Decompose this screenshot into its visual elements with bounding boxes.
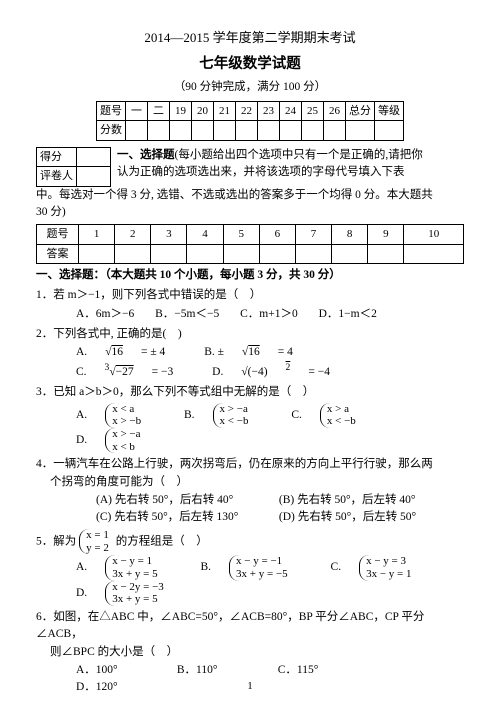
cell: 25: [302, 101, 324, 121]
cell: 1: [79, 225, 115, 245]
q4-stem1: 4．一辆汽车在公路上行驶，两次拐弯后，仍在原来的方向上平行行驶，那么两: [36, 456, 464, 473]
section-repeat: 一、选择题：（本大题共 10 个小题，每小题 3 分，共 30 分）: [36, 267, 464, 284]
opt-b: B.x − y = −13x + y = −5: [200, 555, 309, 580]
timing: （90 分钟完成，满分 100 分）: [36, 79, 464, 96]
opt-d: D．1−m＜2: [319, 306, 377, 323]
opt-d: D. √(−4)2 = −4: [212, 361, 348, 381]
score-table: 题号 一 二 19 20 21 22 23 24 25 26 总分 等级 分数: [96, 101, 404, 141]
cell: 一: [126, 101, 148, 121]
cell: 24: [280, 101, 302, 121]
opt-d: D.x − 2y = −33x + y = 5: [76, 581, 186, 606]
q4-options: (A) 先右转 50°，后右转 40° (B) 先右转 50°，后左转 40° …: [96, 492, 464, 527]
scorer-box: 得分 评卷人: [36, 147, 111, 187]
opt-c: (C) 先右转 50°，后左转 130°: [96, 509, 276, 526]
cell: 得分: [37, 147, 77, 167]
cell: 20: [192, 101, 214, 121]
cell: 4: [187, 225, 223, 245]
q5-stem: 5．解为 x = 1y = 2 的方程组是（ ）: [36, 529, 464, 554]
opt-b: (B) 先右转 50°，后左转 40°: [279, 494, 416, 506]
opt-a: A.x < ax > −b: [76, 403, 163, 428]
section-intro: 得分 评卷人 一、选择题(每小题给出四个选项中只有一个是正确的,请把你 认为正确…: [36, 147, 464, 187]
opt-c: C.x − y = 33x − y = 1: [331, 555, 434, 580]
opt-b: B.x > −ax < −b: [184, 403, 270, 428]
cell: 3: [151, 225, 187, 245]
cell: 7: [295, 225, 331, 245]
opt-a: A.x − y = 13x + y = 5: [76, 555, 180, 580]
section-heading: 一、选择题: [117, 149, 175, 161]
q1-options: A．6m＞−6 B．−5m＜−5 C．m+1＞0 D．1−m＜2: [76, 306, 464, 323]
cell: 分数: [97, 121, 126, 141]
q6-stem2: 则∠BPC 的大小是（ ）: [50, 644, 464, 661]
q4-stem2: 个拐弯的角度可能为（ ）: [50, 474, 464, 491]
opt-c: C. 3√−27 = −3: [76, 361, 191, 381]
section-desc: 中。每选对一个得 3 分, 选错、不选或选出的答案多于一个均得 0 分。本大题共: [36, 187, 464, 204]
cell: 8: [332, 225, 368, 245]
opt-c: C．m+1＞0: [240, 306, 298, 323]
q3-stem: 3．已知 a＞b＞0，那么下列不等式组中无解的是（ ）: [36, 384, 464, 401]
opt-a: (A) 先右转 50°，后右转 40°: [96, 492, 276, 509]
table-row: 题号 1 2 3 4 5 6 7 8 9 10: [37, 225, 464, 245]
q3-options: A.x < ax > −b B.x > −ax < −b C.x > ax < …: [76, 403, 464, 454]
cell: 二: [148, 101, 170, 121]
q6-stem1: 6．如图，在△ABC 中，∠ABC=50°，∠ACB=80°，BP 平分∠ABC…: [36, 609, 464, 644]
opt-a: A. √16 = ± 4: [76, 344, 183, 361]
cell: 9: [368, 225, 404, 245]
cell: 22: [236, 101, 258, 121]
cell: 题号: [37, 225, 79, 245]
table-row: 答案: [37, 244, 464, 264]
cell: 5: [223, 225, 259, 245]
q2-stem: 2．下列各式中, 正确的是( ): [36, 326, 464, 343]
cell: 19: [170, 101, 192, 121]
subtitle: 七年级数学试题: [36, 54, 464, 76]
opt-a: A．100°: [76, 662, 156, 679]
cell: 答案: [37, 244, 79, 264]
page-title: 2014—2015 学年度第二学期期末考试: [36, 28, 464, 48]
cell: 23: [258, 101, 280, 121]
opt-d: (D) 先右转 50°，后左转 50°: [279, 511, 416, 523]
opt-b: B．−5m＜−5: [155, 306, 219, 323]
opt-c: C.x > ax < −b: [291, 403, 377, 428]
opt-a: A．6m＞−6: [76, 306, 134, 323]
cell: 评卷人: [37, 167, 77, 187]
cell: 2: [115, 225, 151, 245]
q1-stem: 1．若 m＞−1，则下列各式中错误的是（ ）: [36, 287, 464, 304]
answer-table: 题号 1 2 3 4 5 6 7 8 9 10 答案: [36, 224, 464, 264]
opt-b: B．110°: [177, 662, 257, 679]
section-desc: 30 分): [36, 204, 464, 221]
opt-c: C．115°: [278, 662, 358, 679]
table-row: 分数: [97, 121, 404, 141]
page-number: 1: [0, 678, 500, 695]
opt-b: B. ± √16 = 4: [204, 344, 311, 361]
q5-options: A.x − y = 13x + y = 5 B.x − y = −13x + y…: [76, 555, 464, 606]
opt-d: D.x > −ax < b: [76, 428, 162, 453]
cell: 26: [324, 101, 346, 121]
section-desc: (每小题给出四个选项中只有一个是正确的,请把你: [175, 149, 423, 161]
q2-options: A. √16 = ± 4 B. ± √16 = 4 C. 3√−27 = −3 …: [76, 344, 464, 381]
cell: 10: [404, 225, 464, 245]
cell: 总分: [346, 101, 375, 121]
cell: 21: [214, 101, 236, 121]
cell: 6: [259, 225, 295, 245]
cell: 题号: [97, 101, 126, 121]
cell: 等级: [375, 101, 404, 121]
table-row: 题号 一 二 19 20 21 22 23 24 25 26 总分 等级: [97, 101, 404, 121]
